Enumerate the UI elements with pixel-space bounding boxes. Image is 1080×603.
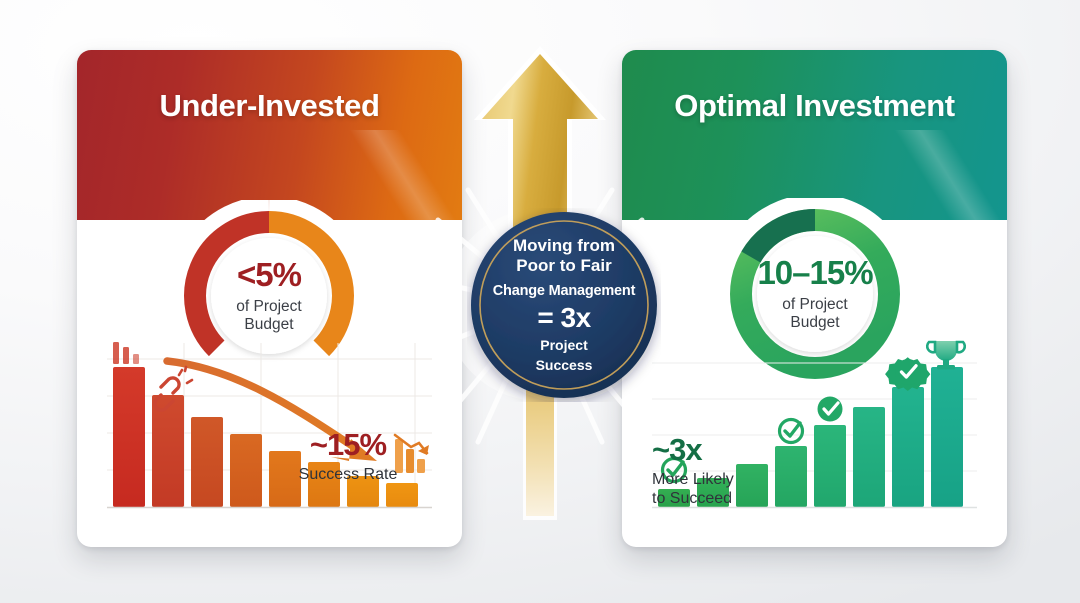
right-gauge-value: 10–15% (757, 253, 873, 291)
check-circle-outline-icon (660, 456, 688, 484)
left-kpi-sub-line1: Success Rate (298, 465, 398, 483)
badge-line-5: Project (540, 337, 588, 354)
bars (113, 367, 418, 507)
left-gauge-sub-line1: of Project (236, 297, 302, 315)
right-gauge-sub: of Project Budget (782, 296, 847, 333)
right-kpi-sub-line2: to Succeed (652, 490, 733, 508)
left-kpi: ~15% Success Rate (273, 427, 423, 484)
badge-line-3: Change Management (492, 283, 636, 300)
badge-check-icon (885, 357, 931, 391)
left-gauge-sub-line2: Budget (244, 316, 294, 334)
right-gauge-sub-line2: Budget (790, 314, 840, 332)
left-gauge-labels: <5% of Project Budget (173, 200, 365, 392)
right-gauge-labels: 10–15% of Project Budget (719, 198, 911, 390)
right-bar-chart (644, 339, 985, 529)
right-kpi-value: ~3x (652, 432, 703, 467)
badge-line-1: Moving from (513, 236, 615, 256)
left-card-title: Under-Invested (159, 88, 380, 123)
left-budget-gauge: <5% of Project Budget (173, 200, 365, 392)
right-gauge-sub-line1: of Project (782, 295, 848, 313)
badge-line-4: = 3x (537, 302, 591, 334)
left-kpi-value: ~15% (309, 427, 387, 462)
center-column: Moving from Poor to Fair Change Manageme… (420, 0, 660, 603)
badge-line-6: Success (535, 357, 593, 374)
right-kpi-sub: More Likely to Succeed (652, 470, 802, 509)
right-budget-gauge: 10–15% of Project Budget (719, 198, 911, 390)
under-invested-card: Under-Invested <5% (77, 50, 462, 547)
left-bar-chart (99, 339, 440, 529)
left-gauge-sub: of Project Budget (236, 298, 301, 335)
optimal-investment-card: Optimal Investment 10–15% (622, 50, 1007, 547)
center-badge-text: Moving from Poor to Fair Change Manageme… (467, 208, 661, 402)
right-kpi-sub-line1: More Likely (652, 470, 734, 488)
right-kpi: ~3x More Likely to Succeed (652, 432, 802, 509)
right-card-title: Optimal Investment (674, 88, 955, 123)
bars (658, 367, 963, 507)
declining-arrow-icon (163, 357, 377, 461)
trophy-icon (925, 340, 967, 370)
check-circle-outline-icon-2 (777, 417, 805, 445)
left-gauge-value: <5% (237, 255, 302, 293)
bar-chart-down-icon (113, 342, 139, 364)
center-badge: Moving from Poor to Fair Change Manageme… (467, 208, 661, 402)
broken-link-icon (153, 365, 194, 412)
trend-down-icon (393, 433, 429, 473)
badge-line-2: Poor to Fair (516, 256, 612, 276)
check-circle-filled-icon (817, 396, 843, 422)
